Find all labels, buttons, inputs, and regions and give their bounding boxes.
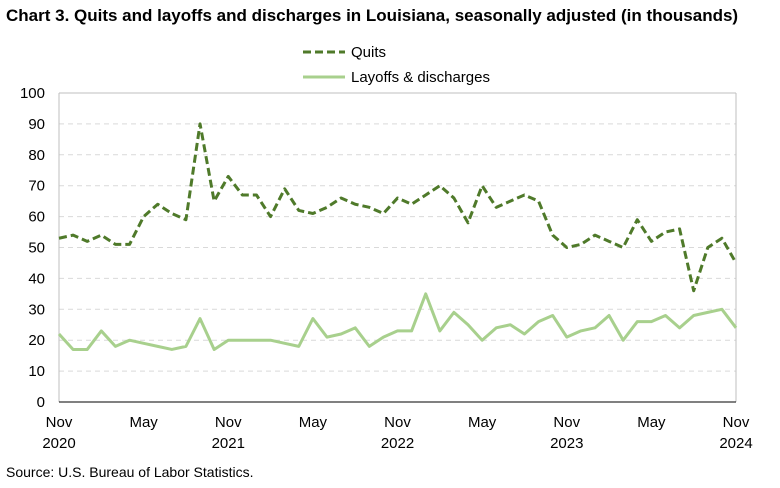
x-tick-label-month: May (299, 414, 328, 431)
y-tick-label: 80 (28, 147, 45, 164)
y-tick-label: 50 (28, 240, 45, 257)
y-tick-label: 10 (28, 363, 45, 380)
gridlines (59, 92, 736, 372)
x-tick-label-year: 2022 (381, 435, 414, 452)
x-tick-label-month: May (468, 414, 497, 431)
x-tick-label-year: 2023 (550, 435, 583, 452)
x-tick-label-year: 2020 (42, 435, 75, 452)
chart-title: Chart 3. Quits and layoffs and discharge… (6, 6, 739, 25)
x-tick-label-month: May (637, 414, 666, 431)
y-tick-label: 100 (20, 85, 45, 102)
series-line-quits (58, 122, 738, 293)
y-axis-tick-labels: 0 10 20 30 40 50 60 70 80 90 100 (20, 85, 45, 411)
axes (58, 92, 737, 403)
x-axis-tick-labels: Nov 2020 May Nov 2021 May Nov 2022 May Nov 2023 May… (42, 414, 752, 452)
y-tick-label: 20 (28, 332, 45, 349)
legend-label: Layoffs & discharges (351, 69, 490, 86)
series-lines (57, 122, 738, 351)
y-tick-label: 90 (28, 116, 45, 133)
y-tick-label: 70 (28, 178, 45, 195)
x-tick-label-month: Nov (384, 414, 411, 431)
x-tick-label-month: May (129, 414, 158, 431)
y-tick-label: 0 (37, 394, 45, 411)
x-tick-label-month: Nov (46, 414, 73, 431)
y-tick-label: 40 (28, 270, 45, 287)
y-tick-label: 60 (28, 209, 45, 226)
x-tick-label-year: 2024 (719, 435, 752, 452)
y-tick-label: 30 (28, 301, 45, 318)
x-tick-label-month: Nov (553, 414, 580, 431)
legend-label: Quits (351, 44, 386, 61)
legend: Quits Layoffs & discharges (303, 44, 490, 86)
series-line-layoffs-discharges (57, 292, 738, 351)
x-tick-label-year: 2021 (212, 435, 245, 452)
source-note: Source: U.S. Bureau of Labor Statistics. (6, 464, 254, 480)
x-tick-label-month: Nov (215, 414, 242, 431)
x-tick-label-month: Nov (723, 414, 750, 431)
